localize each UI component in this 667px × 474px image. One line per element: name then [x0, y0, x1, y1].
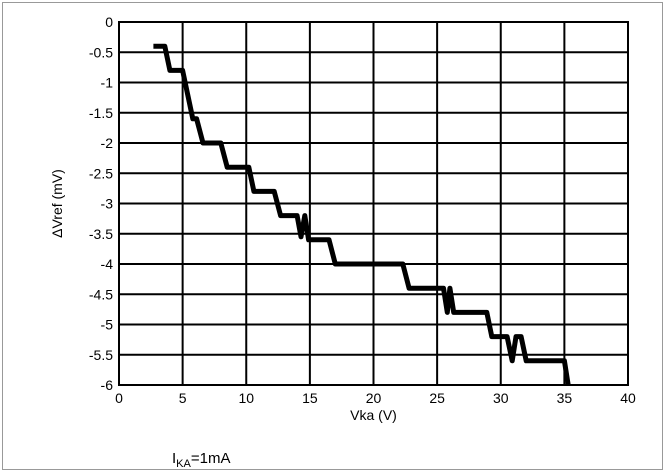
x-tick-label: 10	[238, 390, 254, 406]
y-tick-label: -3	[101, 196, 114, 212]
y-tick-label: -1	[101, 75, 114, 91]
y-tick-label: 0	[105, 14, 113, 30]
x-tick-label: 40	[620, 390, 636, 406]
note-suffix: =1mA	[190, 450, 231, 467]
test-condition-note: IKA=1mA	[172, 450, 230, 470]
y-tick-label: -5.5	[89, 347, 113, 363]
y-tick-label: -2.5	[89, 165, 113, 181]
y-axis-label: ΔVref (mV)	[49, 169, 65, 238]
x-tick-label: 30	[493, 390, 509, 406]
x-tick-label: 35	[557, 390, 573, 406]
y-tick-label: -0.5	[89, 44, 113, 60]
x-axis-label: Vka (V)	[350, 407, 397, 423]
series-line	[153, 43, 571, 386]
x-tick-label: 20	[366, 390, 382, 406]
x-tick-label: 5	[179, 390, 187, 406]
y-tick-label: -2	[101, 135, 114, 151]
x-tick-label: 25	[429, 390, 445, 406]
y-tick-label: -1.5	[89, 105, 113, 121]
x-tick-label: 15	[302, 390, 318, 406]
y-tick-label: -6	[101, 377, 114, 393]
note-prefix: I	[172, 450, 177, 467]
y-tick-label: -3.5	[89, 226, 113, 242]
y-tick-label: -5	[101, 317, 114, 333]
x-tick-label: 0	[115, 390, 123, 406]
y-tick-label: -4.5	[89, 286, 113, 302]
y-tick-label: -4	[101, 256, 114, 272]
figure-frame	[2, 2, 663, 470]
note-subscript: KA	[176, 458, 191, 470]
